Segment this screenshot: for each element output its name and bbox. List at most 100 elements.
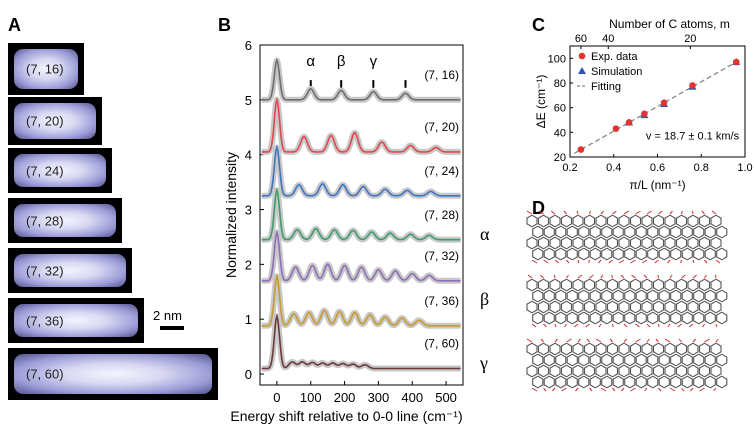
carbon-ring — [675, 214, 688, 228]
carbon-ring — [618, 342, 630, 356]
carbon-ring — [710, 300, 722, 314]
carbon-ring — [670, 289, 682, 303]
x-tick-label: 300 — [368, 390, 390, 405]
series-label: (7, 36) — [424, 294, 459, 308]
carbon-ring — [629, 364, 642, 378]
carbon-ring — [560, 342, 573, 356]
displacement-arrow — [658, 323, 660, 328]
displacement-arrow — [600, 274, 604, 279]
exp-data-point — [689, 82, 696, 89]
carbon-ring — [526, 236, 538, 250]
carbon-ring — [698, 364, 711, 378]
carbon-ring — [543, 375, 555, 389]
displacement-arrow — [646, 323, 651, 328]
displacement-arrow — [630, 259, 636, 264]
displacement-arrow — [543, 387, 547, 392]
displacement-arrow — [589, 274, 594, 279]
carbon-ring — [578, 375, 590, 389]
carbon-ring — [618, 236, 630, 250]
displacement-arrow — [681, 210, 683, 215]
carbon-ring — [647, 353, 659, 367]
displacement-arrow — [577, 274, 583, 279]
stm-image-7-32: (7, 32) — [8, 248, 132, 293]
carbon-ring — [664, 300, 676, 314]
displacement-arrow — [586, 338, 590, 343]
displacement-arrow — [553, 274, 556, 279]
carbon-ring — [555, 311, 567, 325]
carbon-ring — [664, 364, 676, 378]
carbon-ring — [698, 300, 711, 314]
displacement-arrow — [704, 259, 708, 264]
carbon-ring — [583, 214, 596, 228]
x-tick-label: 100 — [300, 390, 322, 405]
mode-label: β — [337, 53, 346, 70]
stm-image-7-16: (7, 16) — [8, 43, 84, 95]
carbon-ring — [641, 364, 653, 378]
carbon-ring — [670, 353, 682, 367]
exp-data-point — [732, 58, 740, 66]
carbon-ring — [652, 214, 665, 228]
carbon-ring — [681, 225, 693, 239]
y-tick-label: 80 — [554, 78, 566, 90]
carbon-ring — [618, 278, 630, 292]
carbon-ring — [658, 289, 670, 303]
carbon-ring — [606, 214, 619, 228]
displacement-arrow — [554, 338, 558, 343]
carbon-ring — [555, 289, 567, 303]
carbon-ring — [681, 353, 693, 367]
displacement-arrow — [658, 387, 662, 392]
displacement-arrow — [701, 210, 705, 215]
displacement-arrow — [566, 259, 570, 264]
carbon-ring — [595, 236, 607, 250]
carbon-ring — [658, 247, 670, 261]
carbon-ring — [595, 214, 607, 228]
displacement-arrow — [598, 259, 602, 264]
carbon-ring — [704, 375, 716, 389]
displacement-arrow — [620, 274, 625, 279]
panel-letter-a: A — [8, 15, 21, 35]
series-line — [261, 144, 461, 197]
y-tick-label: 6 — [245, 38, 252, 53]
carbon-ring — [687, 214, 699, 228]
carbon-ring — [647, 225, 659, 239]
displacement-arrow — [646, 210, 652, 215]
exp-data-point — [660, 99, 668, 107]
carbon-ring — [618, 300, 630, 314]
displacement-arrow — [681, 274, 686, 279]
carbon-ring — [693, 375, 705, 389]
exp-data-point — [612, 125, 620, 132]
carbon-ring — [681, 289, 693, 303]
displacement-arrow — [563, 210, 567, 215]
carbon-ring — [583, 364, 596, 378]
y-tick-label: 100 — [548, 53, 566, 65]
carbon-ring — [578, 289, 590, 303]
carbon-ring — [629, 236, 642, 250]
carbon-ring — [693, 289, 705, 303]
displacement-arrow — [664, 338, 671, 343]
carbon-ring — [687, 342, 699, 356]
displacement-arrow — [644, 387, 648, 392]
mode-label-gamma: γ — [480, 353, 488, 373]
displacement-arrow — [704, 338, 710, 343]
carbon-ring — [698, 214, 711, 228]
carbon-ring — [595, 278, 607, 292]
carbon-ring — [670, 247, 682, 261]
carbon-ring — [658, 375, 670, 389]
displacement-arrow — [577, 338, 581, 343]
carbon-ring — [543, 353, 555, 367]
series-line — [261, 313, 461, 370]
y-tick-label: 40 — [554, 127, 566, 139]
carbon-ring — [612, 375, 624, 389]
stm-image-label: (7, 28) — [26, 213, 64, 228]
carbon-ring — [589, 247, 601, 261]
displacement-arrow — [715, 259, 721, 264]
displacement-arrow — [711, 210, 717, 215]
carbon-ring — [612, 289, 624, 303]
displacement-arrow — [552, 387, 556, 392]
carbon-ring — [595, 300, 607, 314]
displacement-arrow — [543, 323, 547, 328]
displacement-arrow — [612, 210, 617, 215]
displacement-arrow — [564, 323, 567, 328]
carbon-ring — [693, 225, 705, 239]
carbon-ring — [560, 236, 573, 250]
